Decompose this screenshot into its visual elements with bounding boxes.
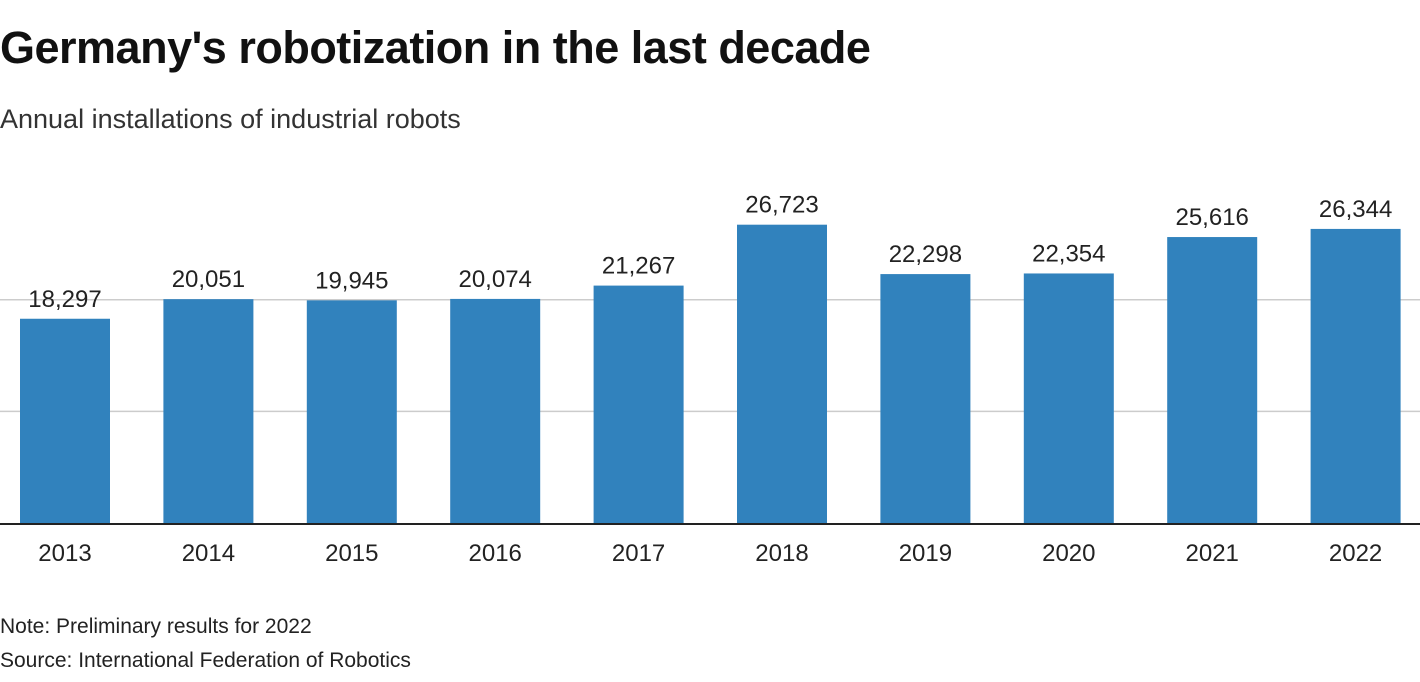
value-label: 19,945 bbox=[315, 267, 388, 294]
x-tick-label: 2016 bbox=[469, 540, 522, 567]
chart-subtitle: Annual installations of industrial robot… bbox=[0, 104, 461, 134]
footnote: Note: Preliminary results for 2022 bbox=[0, 615, 312, 638]
bar-2017 bbox=[593, 285, 684, 523]
x-tick-label: 2021 bbox=[1186, 540, 1239, 567]
value-label: 25,616 bbox=[1175, 204, 1248, 231]
value-label: 20,074 bbox=[458, 266, 531, 293]
bar-2022 bbox=[1310, 228, 1401, 523]
bar-2013 bbox=[20, 318, 110, 523]
bar-2020 bbox=[1023, 273, 1114, 523]
value-label: 26,344 bbox=[1319, 196, 1392, 223]
x-tick-label: 2013 bbox=[38, 540, 91, 567]
bar-2016 bbox=[450, 298, 541, 523]
chart-title: Germany's robotization in the last decad… bbox=[0, 22, 871, 73]
bar-2018 bbox=[737, 224, 827, 523]
bar-2019 bbox=[880, 274, 971, 523]
bar-2021 bbox=[1167, 237, 1258, 523]
value-label: 22,354 bbox=[1032, 240, 1105, 267]
value-label: 18,297 bbox=[28, 286, 101, 313]
x-tick-label: 2017 bbox=[612, 540, 665, 567]
source-note: Source: International Federation of Robo… bbox=[0, 649, 411, 672]
x-tick-label: 2022 bbox=[1329, 540, 1382, 567]
x-tick-label: 2018 bbox=[755, 540, 808, 567]
value-label: 22,298 bbox=[889, 241, 962, 268]
x-tick-label: 2015 bbox=[325, 540, 378, 567]
bar-2015 bbox=[306, 300, 397, 523]
x-tick-label: 2020 bbox=[1042, 540, 1095, 567]
x-axis-ticks: 2013 2014 2015 2016 2017 2018 2019 2020 2021 2022 bbox=[38, 540, 1382, 567]
value-label: 20,051 bbox=[172, 266, 245, 293]
x-tick-label: 2019 bbox=[899, 540, 952, 567]
bar-2014 bbox=[163, 299, 254, 523]
bars bbox=[20, 224, 1401, 523]
value-label: 21,267 bbox=[602, 253, 675, 280]
value-label: 26,723 bbox=[745, 192, 818, 219]
x-tick-label: 2014 bbox=[182, 540, 235, 567]
bar-chart: 18,297 20,051 19,945 20,074 21,267 26,723 22,2… bbox=[0, 192, 1420, 567]
value-labels: 18,297 20,051 19,945 20,074 21,267 26,723 22,2… bbox=[28, 192, 1392, 313]
